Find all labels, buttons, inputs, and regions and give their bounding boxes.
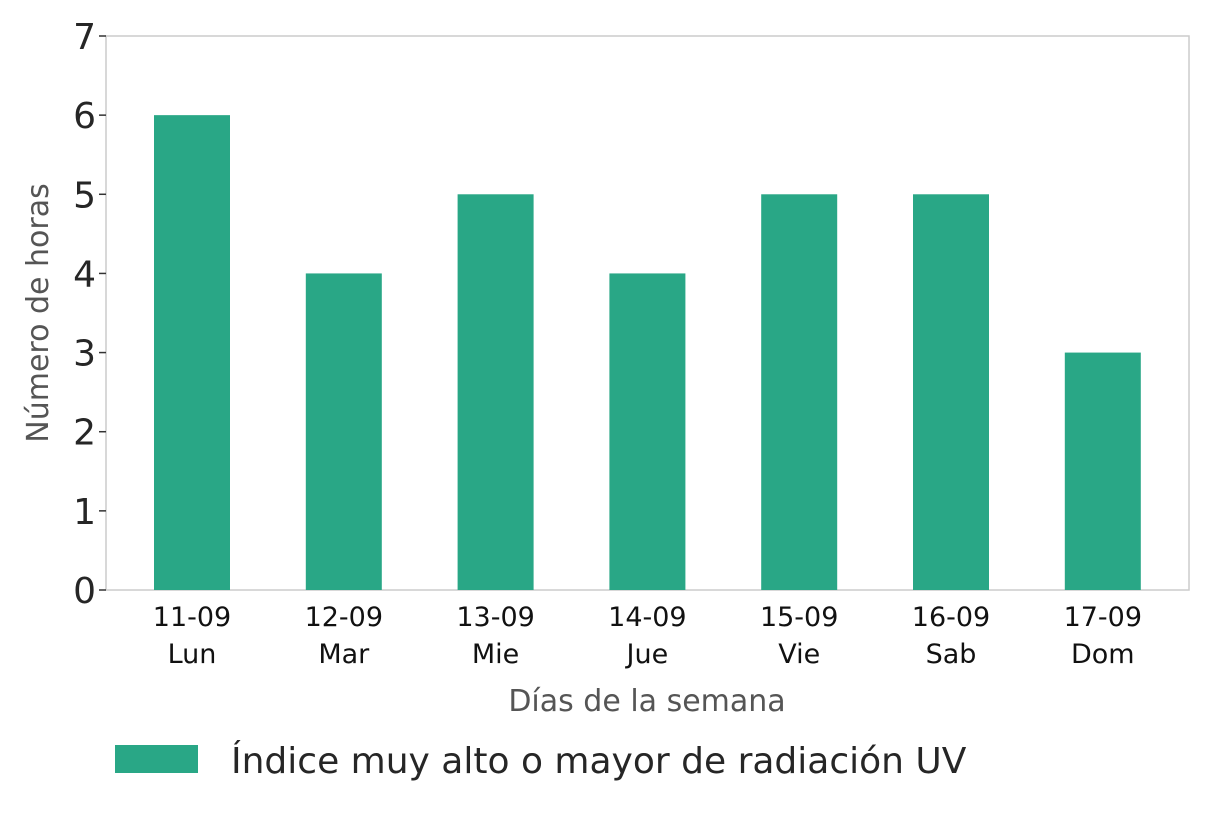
bar-mar bbox=[305, 273, 382, 590]
x-tick-label-day: Vie bbox=[778, 639, 820, 670]
legend-swatch bbox=[115, 745, 198, 773]
x-tick-label-date: 15-09 bbox=[760, 602, 838, 633]
legend: Índice muy alto o mayor de radiación UV bbox=[115, 740, 967, 782]
bar-dom bbox=[1064, 352, 1141, 590]
x-axis: 11-09 Lun 12-09 Mar 13-09 Mie 14-09 Jue 15-09 Vie… bbox=[153, 581, 1142, 670]
y-tick-label: 5 bbox=[73, 175, 96, 216]
y-tick-label: 1 bbox=[73, 492, 96, 533]
x-tick-label-date: 16-09 bbox=[912, 602, 990, 633]
x-tick-label-date: 14-09 bbox=[608, 602, 686, 633]
y-tick-label: 4 bbox=[73, 254, 96, 295]
y-tick-label: 6 bbox=[73, 96, 96, 137]
y-tick-label: 7 bbox=[73, 17, 96, 58]
bar-jue bbox=[609, 273, 686, 590]
y-tick-label: 3 bbox=[73, 334, 96, 375]
bar-lun bbox=[154, 115, 230, 591]
y-axis-title: Número de horas bbox=[21, 183, 56, 442]
x-tick-label-day: Mie bbox=[472, 639, 519, 670]
y-axis: 0 1 2 3 4 5 6 7 bbox=[73, 17, 106, 612]
x-tick-label-day: Jue bbox=[625, 639, 669, 670]
y-tick-label: 2 bbox=[73, 413, 96, 454]
x-tick-label-day: Sab bbox=[926, 639, 977, 670]
x-tick-label-day: Dom bbox=[1071, 639, 1135, 670]
x-axis-title: Días de la semana bbox=[508, 684, 785, 719]
x-tick-label-date: 12-09 bbox=[305, 602, 383, 633]
x-tick-label-date: 11-09 bbox=[153, 602, 231, 633]
x-tick-label-day: Mar bbox=[318, 639, 370, 670]
x-tick-label-date: 17-09 bbox=[1064, 602, 1142, 633]
x-tick-label-date: 13-09 bbox=[456, 602, 534, 633]
x-tick-label-day: Lun bbox=[168, 639, 217, 670]
bars bbox=[154, 115, 1141, 591]
y-tick-label: 0 bbox=[73, 571, 96, 612]
bar-mie bbox=[457, 194, 534, 591]
bar-sab bbox=[913, 194, 989, 591]
legend-label: Índice muy alto o mayor de radiación UV bbox=[231, 740, 967, 782]
bar-vie bbox=[761, 194, 838, 591]
